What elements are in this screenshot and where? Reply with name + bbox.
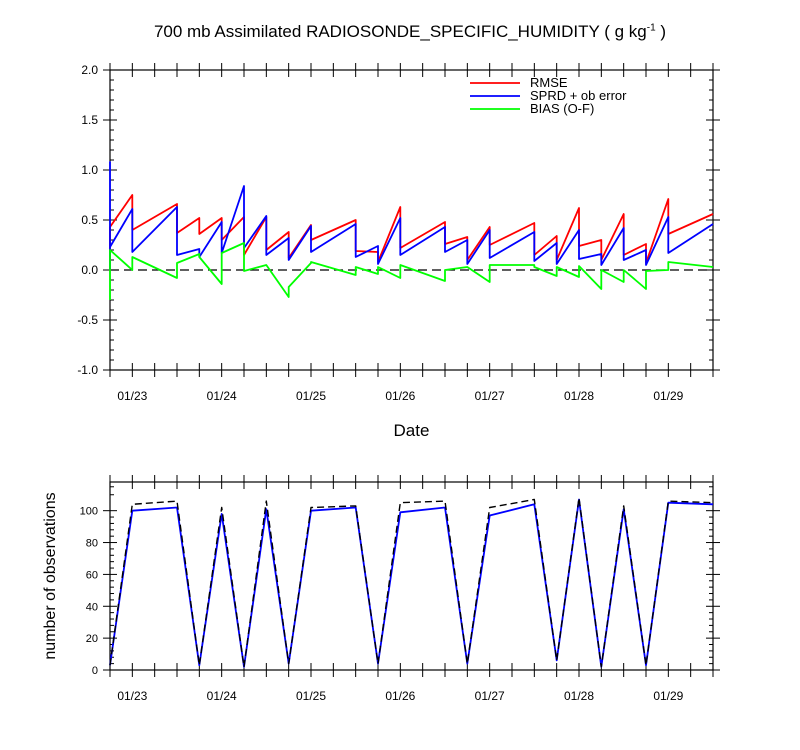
y-tick-label: 80 [86,538,98,550]
y-tick-label: 0.5 [81,213,98,227]
chart-title-exponent: -1 [646,22,656,34]
y-tick-label: 0 [92,665,98,677]
x-tick-label: 01/26 [385,689,415,703]
y-tick-label: 20 [86,633,98,645]
y-tick-label: 0.0 [81,263,98,277]
series-sprd-ob-error [109,161,714,270]
x-tick-label: 01/26 [385,389,415,403]
x-tick-label: 01/28 [564,689,594,703]
statistics-chart: -1.0 -0.5 0.0 0.5 1.0 1.5 2.0 01/23 01/24 01/25 01… [77,63,720,440]
legend-label: BIAS (O-F) [530,101,594,116]
y-tick-label: 100 [80,506,98,518]
series-bias-o-f- [109,242,714,300]
chart-title-suffix: ) [655,22,667,41]
series-assimilated [109,498,714,668]
chart-title: 700 mb Assimilated RADIOSONDE_SPECIFIC_H… [0,22,800,42]
y-tick-label: -0.5 [77,313,98,327]
chart-title-text: 700 mb Assimilated RADIOSONDE_SPECIFIC_H… [153,22,647,41]
y-tick-label: -1.0 [77,363,98,377]
x-tick-label: 01/25 [296,689,326,703]
x-tick-label: 01/29 [653,689,683,703]
observations-chart: 0 20 40 60 80 100 01/23 01/24 01/25 01/26 01/27 01/… [42,475,720,703]
x-tick-label: 01/23 [117,389,147,403]
x-tick-label: 01/25 [296,389,326,403]
y-tick-label: 1.5 [81,113,98,127]
x-tick-label: 01/28 [564,389,594,403]
observations-plot-frame [109,481,714,671]
x-tick-label: 01/27 [475,389,505,403]
x-tick-label: 01/27 [475,689,505,703]
legend-label: SPRD + ob error [530,88,627,103]
x-tick-label: 01/23 [117,689,147,703]
x-tick-label: 01/24 [207,389,237,403]
series-possible [109,497,714,668]
statistics-plot-frame [109,69,714,371]
y-tick-label: 40 [86,601,98,613]
y-axis-label: number of observations [42,492,59,659]
x-axis-label: Date [394,421,430,440]
x-tick-label: 01/24 [207,689,237,703]
legend-label: RMSE [530,75,568,90]
x-tick-label: 01/29 [653,389,683,403]
y-tick-label: 1.0 [81,163,98,177]
y-tick-label: 60 [86,569,98,581]
y-tick-label: 2.0 [81,63,98,77]
